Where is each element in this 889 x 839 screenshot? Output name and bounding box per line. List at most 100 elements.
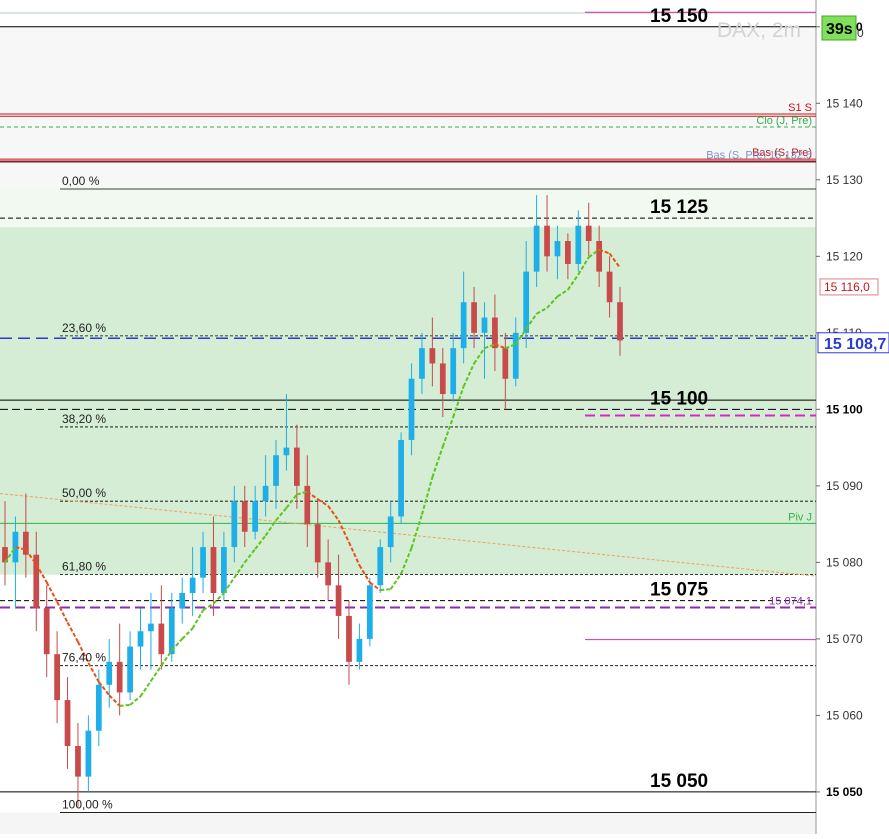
round-level-label-1: 15 125 — [650, 197, 709, 218]
candle-body-17 — [179, 592, 186, 609]
candle-body-21 — [221, 547, 227, 593]
candle-body-25 — [262, 485, 269, 502]
candle-body-45 — [471, 302, 477, 333]
candle-body-3 — [33, 554, 40, 609]
candle-body-56 — [585, 225, 592, 242]
candle-body-38 — [398, 439, 404, 517]
candle-body-30 — [314, 524, 321, 563]
timer-label: 39s — [826, 21, 853, 38]
candle-body-2 — [22, 531, 29, 555]
candle-body-34 — [356, 638, 363, 662]
candle-body-59 — [617, 302, 623, 341]
candle-body-29 — [304, 485, 311, 525]
round-level-label-3: 15 075 — [650, 580, 709, 601]
candle-body-7 — [75, 746, 81, 777]
last-price-tag — [817, 332, 889, 354]
candle-body-8 — [85, 730, 92, 777]
candle-body-41 — [429, 348, 436, 364]
candle-body-4 — [43, 608, 50, 655]
candle-body-52 — [544, 225, 550, 257]
instrument-watermark: DAX, 2m — [717, 19, 801, 42]
y-tick-label-3: 15 080 — [826, 555, 863, 569]
hline-label-1: S1 S — [788, 102, 812, 114]
candle-body-44 — [460, 302, 467, 349]
round-level-label-0: 15 150 — [650, 6, 708, 27]
candle-body-35 — [366, 585, 373, 639]
candle-body-23 — [241, 501, 248, 532]
candle-body-37 — [387, 516, 394, 548]
candle-body-16 — [168, 608, 175, 655]
lower-band — [0, 812, 816, 834]
candle-body-9 — [95, 684, 102, 731]
y-tick-label-2: 15 070 — [826, 632, 863, 646]
candle-body-46 — [481, 317, 488, 333]
candle-body-18 — [189, 577, 196, 593]
candle-body-54 — [565, 241, 571, 264]
candle-body-32 — [335, 585, 342, 616]
candle-body-55 — [575, 225, 582, 264]
overlap-label: Bas (S, Pre) 15 132,5 — [706, 149, 812, 161]
hline-label-3: Bas (S, Pre) — [752, 147, 812, 159]
candle-body-0 — [2, 547, 8, 563]
secondary-price-label: 15 116,0 — [824, 280, 870, 294]
candle-body-14 — [148, 623, 154, 632]
candle-body-42 — [439, 363, 446, 395]
candle-body-12 — [127, 646, 133, 693]
candle-body-47 — [492, 317, 498, 349]
timer-box — [821, 15, 857, 41]
candle-body-6 — [64, 700, 71, 747]
candle-body-27 — [283, 447, 290, 456]
candle-body-39 — [408, 378, 415, 440]
candle-body-10 — [106, 661, 113, 685]
candle-body-11 — [116, 661, 123, 693]
y-tick-label-7: 15 120 — [826, 249, 863, 263]
hline-label-5: 15 074,1 — [769, 596, 812, 608]
candle-body-19 — [200, 547, 206, 578]
candle-body-26 — [273, 455, 279, 486]
fib-label-6: 100,00 % — [62, 798, 113, 812]
candle-body-49 — [512, 332, 519, 379]
axis-top-fragment: 0 — [857, 26, 864, 40]
green-zone — [0, 227, 816, 575]
fib-label-1: 23,60 % — [62, 321, 106, 335]
ma-down-segments — [15, 248, 621, 707]
y-tick-label-5: 15 100 — [826, 402, 863, 416]
y-tick-label-1: 15 060 — [826, 708, 863, 722]
candle-body-40 — [419, 348, 425, 379]
candle-body-57 — [596, 241, 603, 272]
candle-body-15 — [158, 623, 165, 655]
hline-label-4: Piv J — [788, 511, 812, 523]
candle-body-5 — [54, 654, 60, 701]
candle-body-43 — [450, 348, 457, 395]
candle-body-48 — [502, 348, 509, 379]
candle-body-53 — [554, 241, 561, 257]
candle-body-50 — [523, 271, 530, 333]
candle-body-20 — [210, 547, 217, 593]
y-tick-label-4: 15 090 — [826, 479, 863, 493]
candle-body-13 — [137, 631, 144, 647]
hline-label-2: Clo (J, Pre) — [756, 115, 812, 127]
secondary-price-tag — [819, 278, 879, 296]
y-tick-label-8: 15 130 — [826, 173, 863, 187]
fib-label-0: 0,00 % — [62, 174, 100, 188]
trend-line — [0, 493, 817, 577]
candle-body-24 — [252, 501, 259, 532]
fib-label-4: 61,80 % — [62, 560, 106, 574]
round-level-label-4: 15 050 — [650, 771, 708, 792]
candle-body-33 — [346, 615, 352, 662]
candle-body-28 — [293, 447, 300, 486]
fib-label-2: 38,20 % — [62, 412, 106, 426]
ma-up-segments — [4, 248, 600, 707]
candle-body-36 — [377, 547, 384, 586]
last-price-label: 15 108,7 — [824, 336, 886, 353]
y-tick-label-9: 15 140 — [826, 96, 863, 110]
candle-body-31 — [325, 562, 332, 586]
fib-label-5: 76,40 % — [62, 651, 106, 665]
candle-body-58 — [606, 271, 613, 303]
fib-label-3: 50,00 % — [62, 486, 106, 500]
candle-body-22 — [231, 501, 238, 548]
round-level-label-2: 15 100 — [650, 388, 708, 409]
candle-body-51 — [533, 225, 540, 272]
upper-band — [0, 26, 816, 189]
